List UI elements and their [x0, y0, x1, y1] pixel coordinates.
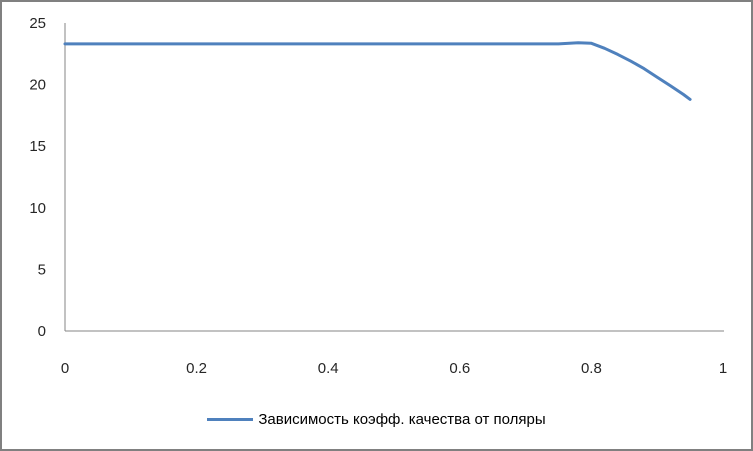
legend-line-swatch [207, 417, 254, 421]
y-tick-label: 10 [29, 200, 46, 217]
x-tick-label: 0.6 [449, 360, 470, 377]
y-tick-label: 15 [29, 138, 46, 155]
y-tick-label: 5 [38, 261, 46, 278]
x-tick-label: 0.4 [318, 360, 339, 377]
x-tick-label: 1 [719, 360, 727, 377]
x-tick-label: 0.8 [581, 360, 602, 377]
x-tick-label: 0.2 [186, 360, 207, 377]
x-tick-label: 0 [61, 360, 69, 377]
y-tick-label: 20 [29, 77, 46, 94]
chart-legend: Зависимость коэфф. качества от поляры [0, 409, 753, 429]
y-tick-label: 0 [38, 323, 46, 340]
y-tick-label: 25 [29, 15, 46, 32]
legend-label: Зависимость коэфф. качества от поляры [258, 410, 546, 428]
series-line [63, 41, 692, 101]
